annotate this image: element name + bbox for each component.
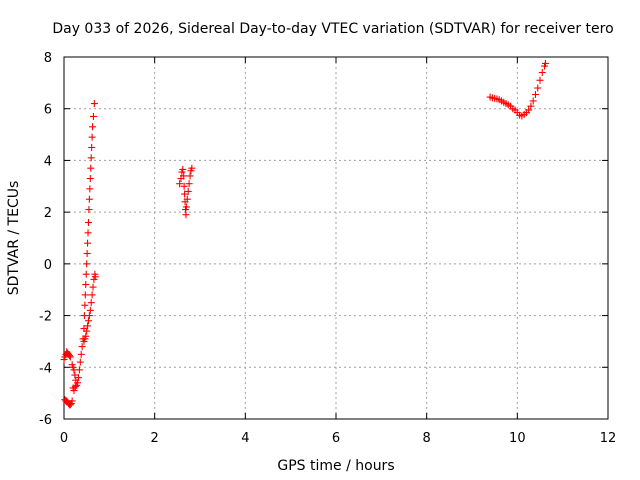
data-point — [188, 164, 196, 172]
data-point — [82, 281, 90, 289]
data-point — [525, 106, 533, 114]
data-point — [68, 397, 76, 405]
x-tick-label: 6 — [332, 431, 340, 446]
data-point — [88, 144, 96, 151]
data-point — [86, 175, 94, 183]
data-point — [75, 374, 83, 382]
data-point — [83, 327, 91, 335]
data-point — [88, 133, 96, 141]
data-point — [85, 206, 93, 214]
data-point — [83, 260, 91, 268]
x-axis-label: GPS time / hours — [277, 458, 394, 474]
x-tick-label: 2 — [151, 431, 159, 446]
x-tick-label: 10 — [509, 431, 526, 446]
data-point — [538, 69, 546, 77]
data-point — [82, 270, 90, 278]
data-point — [181, 190, 189, 198]
data-point — [87, 164, 95, 172]
data-point — [186, 172, 194, 180]
data-point — [81, 291, 89, 299]
x-tick-label: 4 — [241, 431, 249, 446]
data-point — [536, 76, 544, 84]
data-point — [88, 291, 96, 299]
x-tick-label: 0 — [60, 431, 68, 446]
y-tick-label: 6 — [44, 103, 52, 118]
data-point — [176, 180, 184, 188]
data-point — [85, 312, 93, 320]
data-point — [70, 387, 78, 395]
data-point — [66, 353, 74, 361]
data-point — [182, 211, 190, 219]
data-point — [84, 322, 92, 330]
data-point — [86, 306, 94, 314]
data-point — [182, 203, 190, 211]
data-point — [78, 343, 86, 351]
data-point — [90, 100, 98, 108]
data-point — [529, 97, 537, 105]
data-point — [86, 185, 94, 193]
data-point — [91, 273, 99, 281]
data-point — [71, 371, 79, 379]
data-point — [87, 154, 95, 162]
data-series — [60, 59, 549, 409]
data-point — [84, 218, 92, 226]
y-tick-label: 2 — [44, 206, 52, 221]
data-point — [89, 112, 97, 120]
data-point — [541, 59, 549, 67]
data-point — [83, 250, 91, 258]
data-point — [71, 383, 79, 391]
y-tick-label: -4 — [39, 361, 52, 376]
data-point — [531, 90, 539, 98]
data-point — [75, 366, 83, 374]
y-tick-label: -6 — [39, 413, 52, 428]
y-tick-label: 4 — [44, 154, 52, 169]
chart-title: Day 033 of 2026, Sidereal Day-to-day VTE… — [52, 21, 613, 37]
data-point — [179, 165, 187, 173]
data-point — [185, 180, 193, 188]
x-tick-label: 12 — [600, 431, 617, 446]
data-point — [84, 239, 92, 247]
data-point — [89, 283, 97, 291]
y-tick-label: 8 — [44, 51, 52, 66]
axis-ticks — [63, 56, 609, 420]
data-point — [527, 102, 535, 110]
data-point — [89, 123, 97, 131]
data-point — [82, 332, 90, 340]
y-axis-label: SDTVAR / TECUs — [6, 181, 22, 296]
data-point — [183, 195, 191, 203]
y-tick-label: -2 — [39, 310, 52, 325]
axis-tick-labels: 0 2 4 6 8 10 12 -6 -4 -2 0 2 4 6 8 — [39, 51, 616, 446]
data-point — [74, 379, 82, 387]
data-point — [77, 350, 85, 358]
x-tick-label: 8 — [423, 431, 431, 446]
data-point — [87, 299, 95, 307]
chart-grid — [64, 57, 608, 419]
data-point — [184, 187, 192, 195]
data-point — [65, 352, 73, 360]
data-point — [180, 182, 188, 190]
data-point — [85, 195, 93, 203]
data-point — [66, 401, 74, 409]
data-point — [84, 229, 92, 237]
data-point — [81, 301, 89, 309]
data-point — [84, 317, 92, 325]
y-tick-label: 0 — [44, 258, 52, 273]
data-point — [180, 172, 188, 180]
data-point — [534, 84, 542, 92]
data-point — [76, 358, 84, 366]
